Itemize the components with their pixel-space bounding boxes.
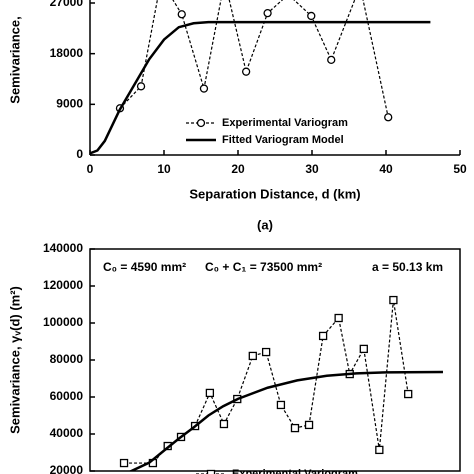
marker [119, 458, 129, 468]
x-tick-label: 0 [87, 162, 94, 176]
y-tick-label: 18000 [50, 46, 84, 60]
y-tick-label: 60000 [50, 389, 84, 403]
legend-marker [206, 469, 216, 474]
plot-frame [89, 248, 461, 472]
y-tick-label: 9000 [56, 97, 83, 111]
marker [263, 8, 272, 18]
plot-area [119, 295, 443, 471]
series-line [119, 0, 389, 118]
y-tick-label: 80000 [50, 352, 84, 366]
legend-label: Experimental Variogram [222, 117, 348, 129]
marker [177, 10, 186, 19]
annotation: a = 50.13 km [372, 260, 443, 274]
marker [334, 313, 343, 323]
y-tick-label: 140000 [43, 241, 83, 255]
annotation: C₀ + C₁ = 73500 mm² [205, 260, 322, 274]
marker [290, 423, 300, 433]
annotation: C₀ = 4590 mm² [103, 260, 186, 274]
y-axis-label: Semivariance, γᵥ(d) (m²) [7, 286, 22, 434]
marker [261, 347, 271, 357]
y-tick-label: 40000 [50, 426, 84, 440]
y-tick-label: 20000 [50, 463, 84, 474]
marker [205, 388, 215, 398]
y-tick-label: 0 [76, 147, 83, 161]
y-axis-label: Semivariance, [7, 16, 22, 103]
marker [389, 295, 398, 305]
marker [359, 344, 368, 354]
marker [327, 55, 336, 65]
marker [304, 420, 314, 430]
legend-label: Fitted Variogram Model [222, 134, 344, 146]
marker [248, 351, 257, 361]
marker [375, 445, 384, 455]
marker [199, 84, 209, 93]
marker [136, 82, 146, 91]
series-line [90, 20, 431, 155]
marker [241, 67, 251, 76]
x-tick-label: 40 [379, 162, 393, 176]
marker [219, 419, 229, 429]
marker [384, 113, 393, 122]
marker [404, 389, 413, 399]
y-tick-label: 120000 [43, 278, 83, 292]
marker [276, 400, 286, 410]
caption: (a) [257, 217, 273, 232]
plot-area [90, 0, 431, 155]
marker [307, 11, 316, 21]
y-tick-label: 100000 [43, 315, 83, 329]
series-line [128, 370, 443, 471]
legend-marker [196, 118, 206, 128]
x-tick-label: 50 [453, 162, 467, 176]
x-tick-label: 30 [305, 162, 319, 176]
x-tick-label: 20 [231, 162, 245, 176]
y-tick-label: 27000 [50, 0, 84, 9]
x-axis-label: Separation Distance, d (km) [189, 186, 360, 201]
marker [318, 331, 328, 341]
legend-label: Experimental Variogram [232, 468, 358, 474]
x-tick-label: 10 [157, 162, 171, 176]
series-line [124, 299, 409, 464]
